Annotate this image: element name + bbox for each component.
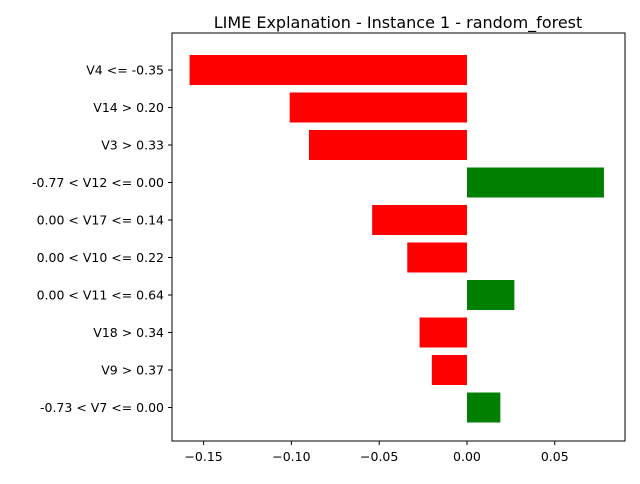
plot-frame [171, 32, 626, 442]
y-tick-label-4: 0.00 < V17 <= 0.14 [37, 213, 164, 228]
y-tick-label-1: V14 > 0.20 [93, 100, 164, 115]
chart-title: LIME Explanation - Instance 1 - random_f… [214, 13, 583, 33]
y-tick-label-3: -0.77 < V12 <= 0.00 [32, 175, 164, 190]
y-tick-label-5: 0.00 < V10 <= 0.22 [37, 250, 164, 265]
bar-4 [372, 205, 467, 235]
y-axis-ticks: V4 <= -0.35 V14 > 0.20 V3 > 0.33 -0.77 < V1… [32, 63, 172, 415]
y-tick-label-0: V4 <= -0.35 [86, 63, 164, 78]
bar-8 [431, 355, 467, 385]
bars-group [189, 55, 604, 423]
x-tick-label-1: −0.10 [272, 449, 310, 464]
bar-0 [189, 55, 467, 85]
x-tick-label-2: −0.05 [360, 449, 398, 464]
bar-6 [466, 280, 515, 310]
x-axis-ticks: −0.15 −0.10 −0.05 0.00 0.05 [184, 441, 569, 464]
y-tick-label-9: -0.73 < V7 <= 0.00 [40, 400, 164, 415]
x-tick-label-0: −0.15 [184, 449, 222, 464]
bar-3 [466, 167, 604, 198]
x-tick-label-3: 0.00 [453, 449, 481, 464]
bar-7 [419, 317, 467, 348]
x-tick-label-4: 0.05 [541, 449, 569, 464]
bar-5 [407, 242, 467, 273]
y-tick-label-2: V3 > 0.33 [101, 138, 164, 153]
y-tick-label-7: V18 > 0.34 [93, 325, 164, 340]
bar-9 [466, 392, 501, 423]
y-tick-label-6: 0.00 < V11 <= 0.64 [37, 288, 164, 303]
y-tick-label-8: V9 > 0.37 [101, 363, 164, 378]
bar-2 [308, 130, 467, 160]
bar-1 [289, 92, 467, 123]
